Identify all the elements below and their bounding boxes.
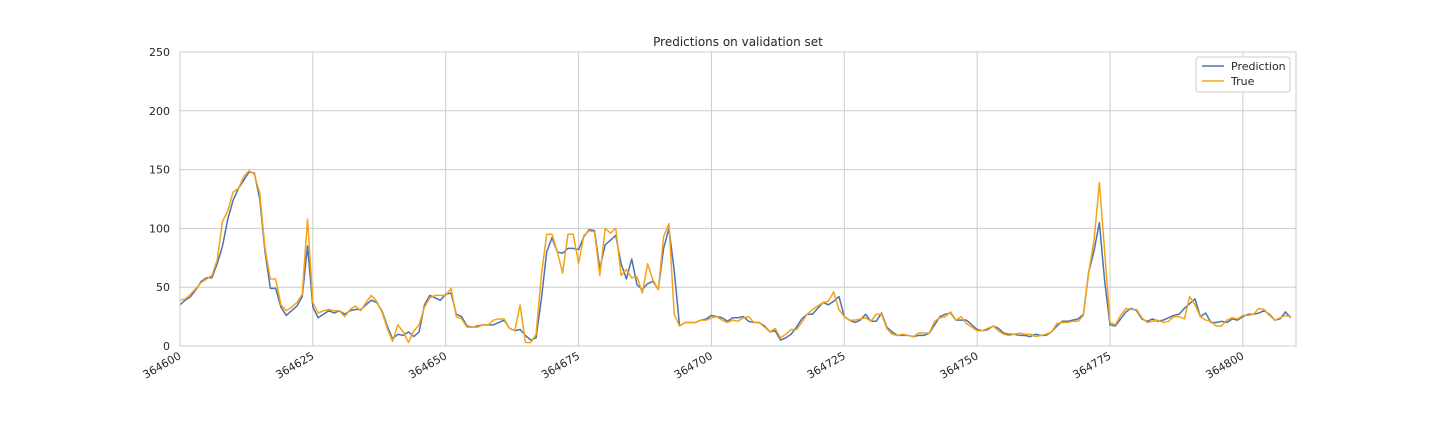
x-tick-label: 364600 bbox=[141, 349, 184, 381]
grid-lines bbox=[179, 51, 1296, 347]
legend-label-prediction: Prediction bbox=[1231, 60, 1286, 73]
x-axis-ticks: 364600 364625 364650 364675 364700 364725 3647… bbox=[141, 349, 1247, 381]
series-lines bbox=[179, 170, 1292, 344]
series-line-prediction bbox=[179, 171, 1292, 341]
x-tick-label: 364775 bbox=[1071, 349, 1114, 381]
y-tick-label: 0 bbox=[163, 340, 170, 353]
x-tick-label: 364675 bbox=[539, 349, 582, 381]
y-tick-label: 200 bbox=[149, 105, 170, 118]
y-tick-label: 100 bbox=[149, 222, 170, 235]
x-tick-label: 364700 bbox=[672, 349, 715, 381]
y-tick-label: 150 bbox=[149, 164, 170, 177]
y-tick-label: 250 bbox=[149, 46, 170, 59]
chart-title: Predictions on validation set bbox=[653, 35, 823, 49]
x-tick-label: 364725 bbox=[805, 349, 848, 381]
legend-label-true: True bbox=[1230, 75, 1255, 88]
y-axis-ticks: 0 50 100 150 200 250 bbox=[149, 46, 170, 353]
series-line-true bbox=[179, 170, 1291, 344]
x-tick-label: 364650 bbox=[406, 349, 449, 381]
legend: Prediction True bbox=[1195, 56, 1291, 93]
y-tick-label: 50 bbox=[156, 281, 170, 294]
x-tick-label: 364625 bbox=[273, 349, 316, 381]
x-tick-label: 364800 bbox=[1203, 349, 1246, 381]
plot-frame bbox=[179, 51, 1297, 347]
x-tick-label: 364750 bbox=[938, 349, 981, 381]
